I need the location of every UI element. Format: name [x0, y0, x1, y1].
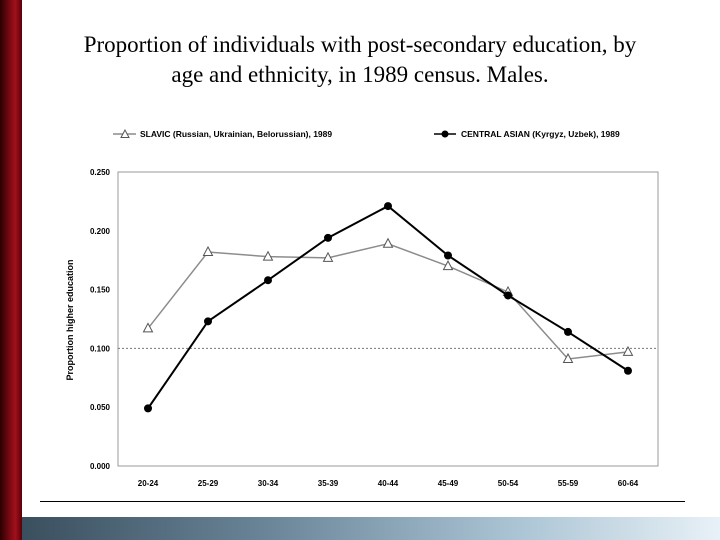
y-tick-label: 0.050 — [90, 403, 111, 412]
legend-slavic-label: SLAVIC (Russian, Ukrainian, Belorussian)… — [140, 129, 332, 139]
y-tick-label: 0.250 — [90, 168, 111, 177]
x-tick-label: 25-29 — [198, 479, 219, 488]
x-tick-label: 60-64 — [618, 479, 639, 488]
data-point-central-asian — [564, 328, 572, 336]
y-tick-label: 0.000 — [90, 462, 111, 471]
x-tick-label: 55-59 — [558, 479, 579, 488]
data-point-central-asian — [144, 404, 152, 412]
y-tick-label: 0.150 — [90, 286, 111, 295]
y-axis-label: Proportion higher education — [65, 260, 75, 381]
x-tick-label: 20-24 — [138, 479, 159, 488]
x-tick-label: 40-44 — [378, 479, 399, 488]
data-point-central-asian — [204, 317, 212, 325]
data-point-central-asian — [624, 367, 632, 375]
data-point-central-asian — [384, 202, 392, 210]
data-point-central-asian — [444, 251, 452, 259]
y-tick-label: 0.100 — [90, 344, 111, 353]
legend-central-asian-marker — [442, 131, 449, 138]
x-tick-label: 50-54 — [498, 479, 519, 488]
bottom-divider — [40, 501, 685, 502]
data-point-central-asian — [324, 234, 332, 242]
legend-central-asian-label: CENTRAL ASIAN (Kyrgyz, Uzbek), 1989 — [461, 129, 620, 139]
x-tick-label: 35-39 — [318, 479, 339, 488]
plot-area — [118, 172, 658, 466]
x-tick-label: 30-34 — [258, 479, 279, 488]
bottom-decorative-bar — [22, 517, 720, 540]
chart-legend: SLAVIC (Russian, Ukrainian, Belorussian)… — [113, 129, 620, 139]
data-point-central-asian — [504, 291, 512, 299]
y-tick-label: 0.200 — [90, 227, 111, 236]
data-point-central-asian — [264, 276, 272, 284]
x-tick-label: 45-49 — [438, 479, 459, 488]
